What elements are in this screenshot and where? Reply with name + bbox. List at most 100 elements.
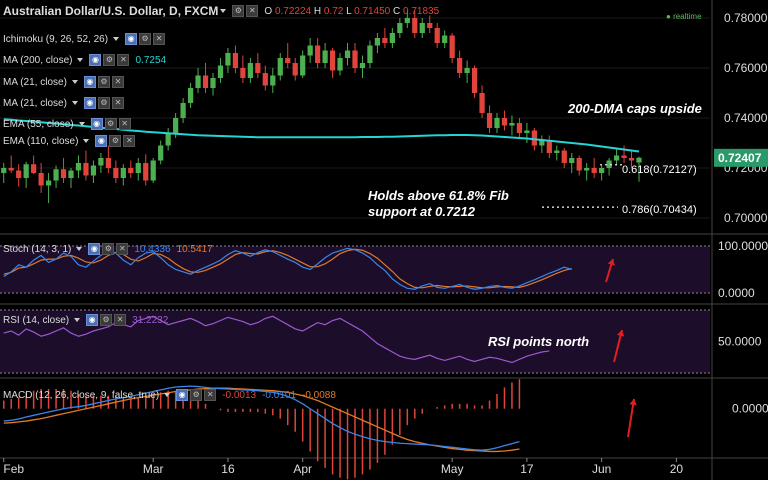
- candle-body: [584, 168, 590, 171]
- close-icon[interactable]: ✕: [153, 33, 166, 45]
- close-icon[interactable]: ✕: [111, 76, 124, 88]
- eye-icon[interactable]: ◉: [88, 243, 101, 255]
- candle-body: [539, 140, 545, 146]
- close-icon[interactable]: ✕: [118, 118, 131, 130]
- candle-body: [531, 130, 537, 146]
- close-icon[interactable]: ✕: [204, 389, 217, 401]
- gear-icon[interactable]: ⚙: [232, 5, 245, 17]
- eye-icon[interactable]: ◉: [95, 135, 108, 147]
- candle-body: [173, 118, 179, 133]
- gear-icon[interactable]: ⚙: [104, 118, 117, 130]
- date-tick-label: Apr: [293, 462, 312, 476]
- date-tick-label: 16: [221, 462, 235, 476]
- eye-icon[interactable]: ◉: [176, 389, 189, 401]
- indicator-ma21a[interactable]: MA (21, close) ◉ ⚙ ✕: [3, 75, 124, 89]
- indicator-ichimoku[interactable]: Ichimoku (9, 26, 52, 26) ◉ ⚙ ✕: [3, 32, 166, 46]
- candle-body: [464, 68, 470, 73]
- stoch-dropdown-icon[interactable]: [76, 247, 83, 251]
- candle-body: [434, 28, 440, 43]
- close-icon[interactable]: ✕: [117, 54, 130, 66]
- gear-icon[interactable]: ⚙: [103, 54, 116, 66]
- candle-body: [225, 53, 231, 66]
- eye-icon[interactable]: ◉: [125, 33, 138, 45]
- gear-icon[interactable]: ⚙: [100, 314, 113, 326]
- candle-body: [120, 168, 126, 178]
- indicator-dropdown-icon[interactable]: [113, 37, 120, 41]
- close-icon[interactable]: ✕: [246, 5, 259, 17]
- candle-body: [554, 150, 560, 153]
- rsi-name: RSI (14, close): [3, 314, 70, 326]
- chart-header: Australian Dollar/U.S. Dollar, D, FXCM ⚙…: [3, 4, 439, 18]
- candle-body: [599, 168, 605, 173]
- price-tick-label: 0.76000: [724, 61, 768, 75]
- candle-body: [202, 75, 209, 88]
- close-icon[interactable]: ✕: [116, 243, 129, 255]
- stoch-tick-label: 0.0000: [718, 286, 755, 300]
- candle-body: [367, 45, 373, 63]
- macd-pane-label[interactable]: MACD (12, 26, close, 9, false, true) ◉ ⚙ ✕ -…: [3, 388, 336, 402]
- eye-icon[interactable]: ◉: [90, 118, 103, 130]
- candle-body: [255, 63, 261, 73]
- candle-body: [329, 50, 336, 71]
- ohlc-value: 0.72: [323, 5, 347, 17]
- indicator-ema110[interactable]: EMA (110, close) ◉ ⚙ ✕: [3, 134, 136, 148]
- eye-icon[interactable]: ◉: [89, 54, 102, 66]
- price-tick-label: 0.74000: [724, 111, 768, 125]
- indicator-name: EMA (55, close): [3, 118, 74, 130]
- gear-icon[interactable]: ⚙: [190, 389, 203, 401]
- candle-body: [292, 63, 298, 76]
- ohlc-key: L: [346, 5, 355, 17]
- indicator-ma21b[interactable]: MA (21, close) ◉ ⚙ ✕: [3, 96, 124, 110]
- candle-body: [442, 35, 448, 43]
- gear-icon[interactable]: ⚙: [97, 97, 110, 109]
- indicator-dropdown-icon[interactable]: [71, 80, 78, 84]
- candle-body: [494, 118, 500, 128]
- eye-icon[interactable]: ◉: [83, 97, 96, 109]
- macd-tick-label: 0.0000: [732, 402, 768, 416]
- rsi-pane-label[interactable]: RSI (14, close) ◉ ⚙ ✕ 31.2232: [3, 313, 168, 327]
- title-dropdown-icon[interactable]: [220, 9, 227, 13]
- close-icon[interactable]: ✕: [123, 135, 136, 147]
- stoch-pane-label[interactable]: Stoch (14, 3, 1) ◉ ⚙ ✕ 10.4336 10.5417: [3, 242, 213, 256]
- candle-body: [412, 18, 418, 33]
- macd-dropdown-icon[interactable]: [164, 393, 171, 397]
- candle-body: [606, 160, 612, 168]
- candle-body: [180, 103, 186, 118]
- gear-icon[interactable]: ⚙: [109, 135, 122, 147]
- candle-body: [75, 163, 82, 171]
- candle-body: [389, 33, 395, 43]
- candle-body: [397, 23, 403, 33]
- gear-icon[interactable]: ⚙: [139, 33, 152, 45]
- indicator-name: EMA (110, close): [3, 135, 79, 147]
- indicator-dropdown-icon[interactable]: [83, 139, 90, 143]
- rsi-arrow-head: [616, 330, 625, 337]
- indicator-dropdown-icon[interactable]: [78, 122, 85, 126]
- eye-icon[interactable]: ◉: [86, 314, 99, 326]
- candle-body: [613, 155, 620, 161]
- gear-icon[interactable]: ⚙: [102, 243, 115, 255]
- candle-body: [23, 164, 29, 178]
- candle-body: [352, 50, 358, 68]
- candle-body: [232, 53, 239, 68]
- date-tick-label: Jun: [592, 462, 611, 476]
- rsi-value: 31.2232: [132, 314, 169, 326]
- indicator-dropdown-icon[interactable]: [77, 58, 84, 62]
- candle-body: [457, 58, 463, 73]
- close-icon[interactable]: ✕: [114, 314, 127, 326]
- ohlc-key: O: [264, 5, 275, 17]
- indicator-value: 0.7254: [135, 54, 167, 66]
- candle-body: [210, 78, 216, 88]
- candle-body: [337, 58, 343, 71]
- gear-icon[interactable]: ⚙: [97, 76, 110, 88]
- candle-body: [546, 140, 552, 153]
- indicator-ma200[interactable]: MA (200, close) ◉ ⚙ ✕ 0.7254: [3, 53, 166, 67]
- candle-body: [98, 158, 104, 166]
- candle-body: [247, 63, 253, 78]
- close-icon[interactable]: ✕: [111, 97, 124, 109]
- rsi-dropdown-icon[interactable]: [74, 318, 81, 322]
- indicator-ema55[interactable]: EMA (55, close) ◉ ⚙ ✕: [3, 117, 131, 131]
- eye-icon[interactable]: ◉: [83, 76, 96, 88]
- candle-body: [128, 168, 134, 173]
- indicator-dropdown-icon[interactable]: [71, 101, 78, 105]
